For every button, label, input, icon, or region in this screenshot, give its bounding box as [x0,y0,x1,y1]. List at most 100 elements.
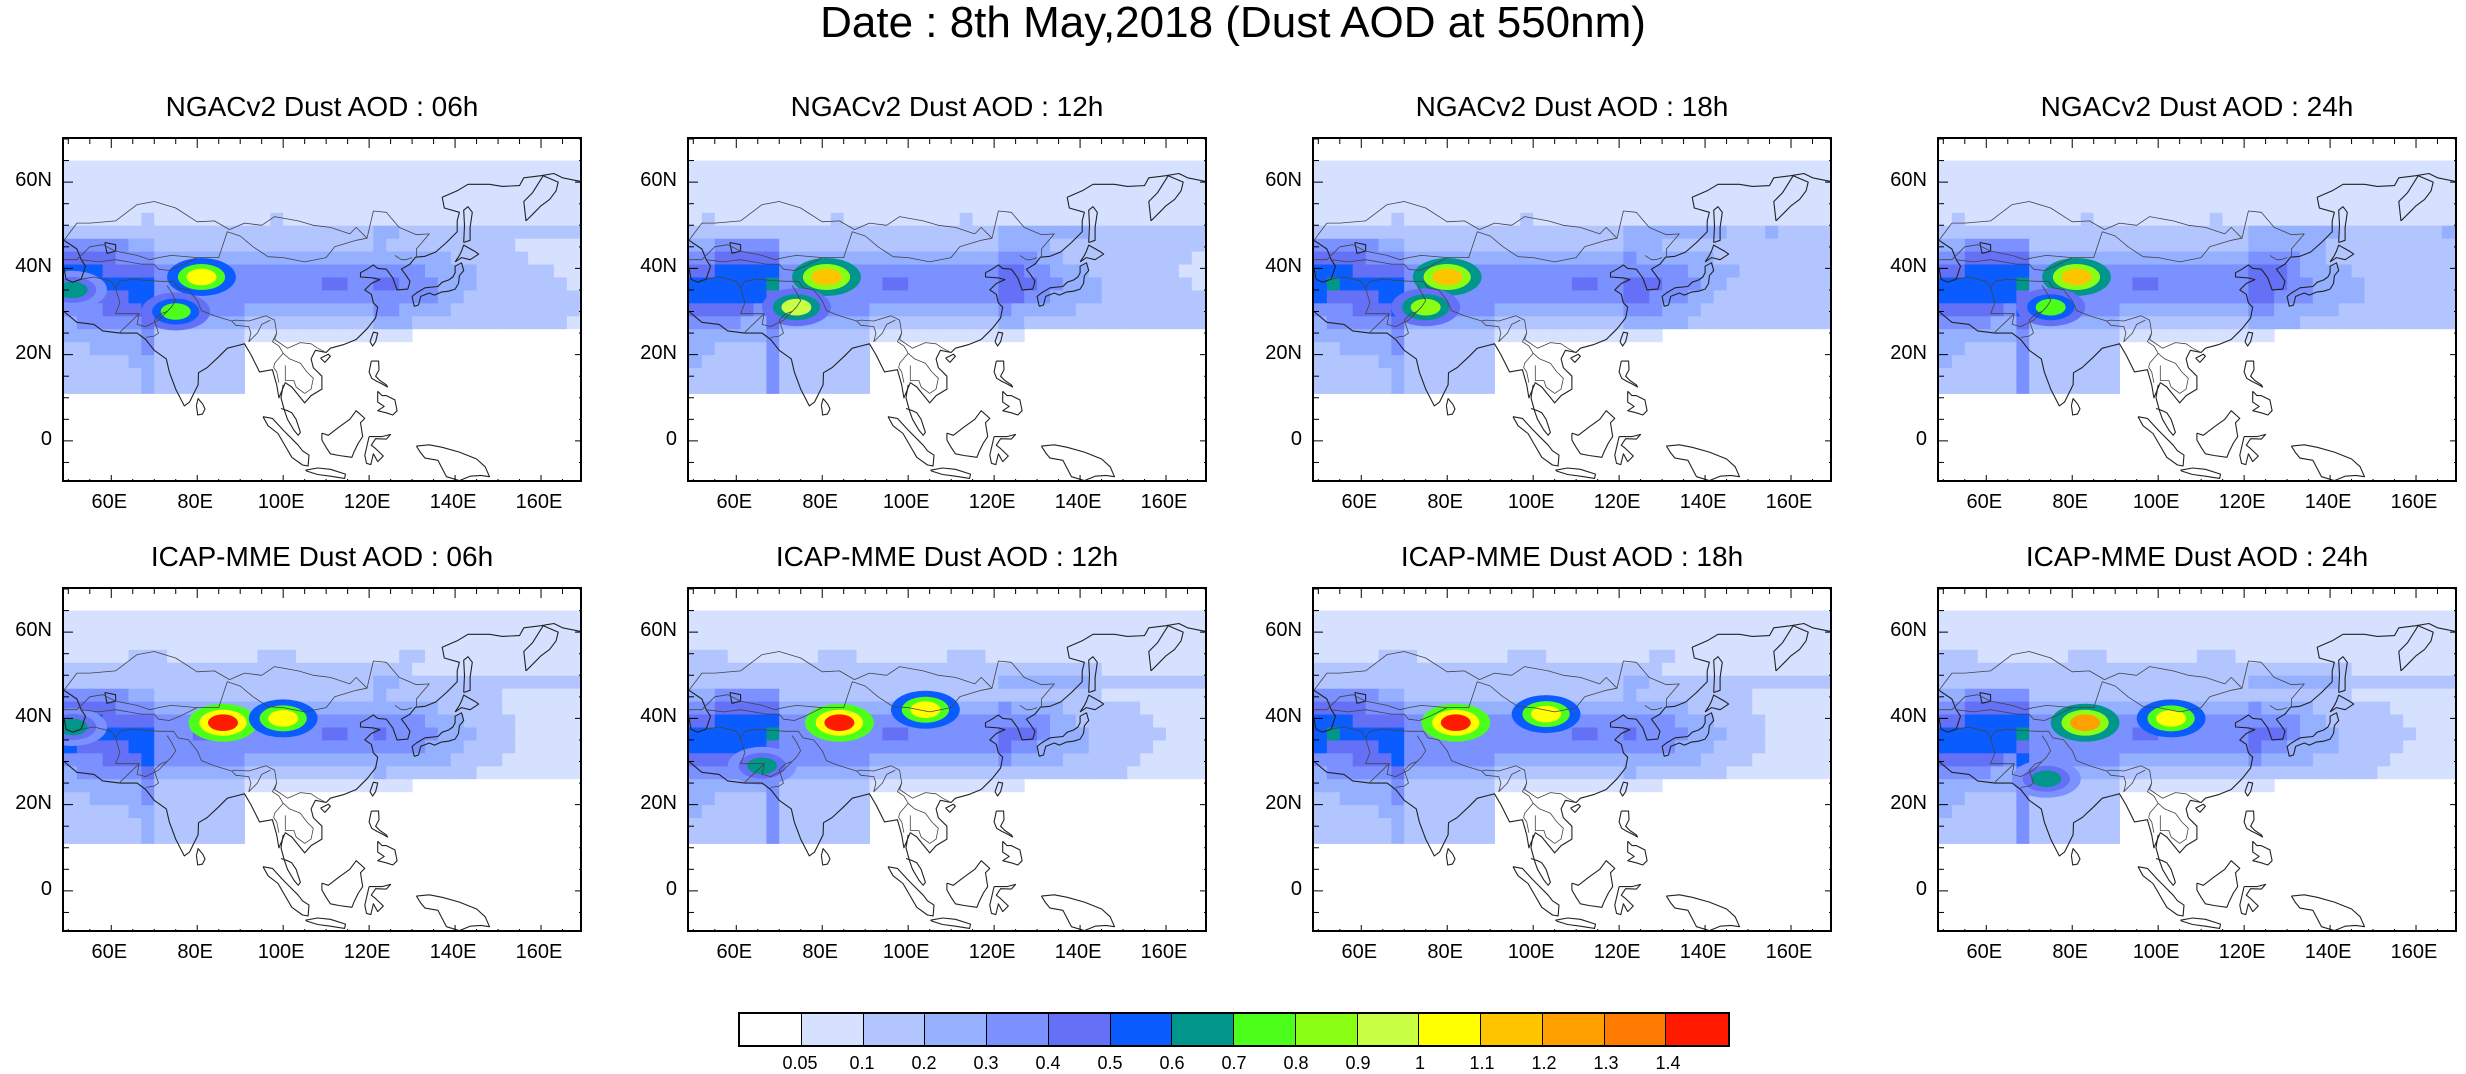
aod-cell [2081,624,2094,637]
aod-cell [779,212,792,225]
lat-tick-label: 0 [2,429,52,449]
lat-tick-label: 0 [627,879,677,899]
aod-cell [2352,316,2365,329]
aod-cell [257,303,270,316]
aod-cell [541,636,554,649]
aod-cell [908,316,921,329]
aod-cell [1205,740,1207,753]
aod-cell [412,701,425,714]
aod-cell [1456,740,1469,753]
aod-cell [567,186,580,199]
aod-cell [1572,238,1585,251]
aod-cell [1636,264,1649,277]
aod-cell [1572,753,1585,766]
aod-cell [1585,316,1598,329]
aod-cell [2313,186,2326,199]
aod-cell [399,277,412,290]
aod-cell [2287,624,2300,637]
aod-cell [386,714,399,727]
aod-cell [1192,251,1205,264]
aod-cell [154,238,167,251]
aod-cell [167,238,180,251]
aod-cell [2094,212,2107,225]
aod-cell [1366,161,1379,174]
aod-cell [2313,199,2326,212]
aod-cell [1965,714,1978,727]
aod-cell [1804,624,1817,637]
aod-cell [1192,636,1205,649]
aod-cell [1778,766,1791,779]
aod-cell [412,649,425,662]
aod-cell [2352,161,2365,174]
aod-cell [2029,740,2042,753]
aod-cell [129,611,142,624]
aod-cell [322,688,335,701]
aod-cell [1140,225,1153,238]
aod-cell [1353,342,1366,355]
aod-cell [1340,161,1353,174]
aod-cell [541,611,554,624]
aod-cell [348,277,361,290]
aod-cell [1991,316,2004,329]
aod-cell [1952,303,1965,316]
aod-cell [2197,688,2210,701]
aod-cell [2416,264,2429,277]
aod-cell [766,381,779,394]
aod-cell [831,303,844,316]
aod-cell [554,727,567,740]
aod-cell [2094,831,2107,844]
aod-cell [296,766,309,779]
aod-cell [1991,611,2004,624]
aod-cell [154,174,167,187]
lat-tick-label: 40N [627,256,677,276]
aod-cell [103,636,116,649]
aod-cell [77,636,90,649]
aod-cell [1952,238,1965,251]
aod-cell [1089,701,1102,714]
aod-cell [741,805,754,818]
aod-cell [1952,688,1965,701]
lon-tick-label: 60E [1324,942,1394,962]
aod-cell [2261,161,2274,174]
aod-cell [167,355,180,368]
aod-cell [2004,611,2017,624]
aod-cell [1340,342,1353,355]
aod-cell [908,740,921,753]
aod-cell [1179,290,1192,303]
aod-cell [490,688,503,701]
aod-cell [702,740,715,753]
aod-cell [947,649,960,662]
aod-cell [2248,277,2261,290]
aod-cell [64,792,77,805]
aod-cell [973,303,986,316]
aod-cell [1817,688,1830,701]
aod-cell [1572,303,1585,316]
aod-cell [64,805,77,818]
aod-cell [1469,611,1482,624]
aod-cell [399,753,412,766]
aod-cell [167,161,180,174]
aod-cell [882,277,895,290]
aod-cell [77,831,90,844]
aod-cell [103,342,116,355]
aod-cell [1140,714,1153,727]
aod-cell [1611,303,1624,316]
aod-cell [2274,174,2287,187]
aod-cell [464,701,477,714]
aod-cell [2210,779,2223,792]
aod-cell [1153,277,1166,290]
aod-cell [2416,251,2429,264]
aod-cell [1765,766,1778,779]
aod-cell [1153,740,1166,753]
aod-cell [960,212,973,225]
aod-cell [973,753,986,766]
aod-cell [64,611,77,624]
aod-cell [1314,199,1327,212]
aod-cell [502,161,515,174]
aod-cell [908,766,921,779]
aod-cell [373,662,386,675]
aod-field [1314,611,1832,844]
aod-cell [908,636,921,649]
aod-cell [1340,290,1353,303]
aod-cell [477,740,490,753]
